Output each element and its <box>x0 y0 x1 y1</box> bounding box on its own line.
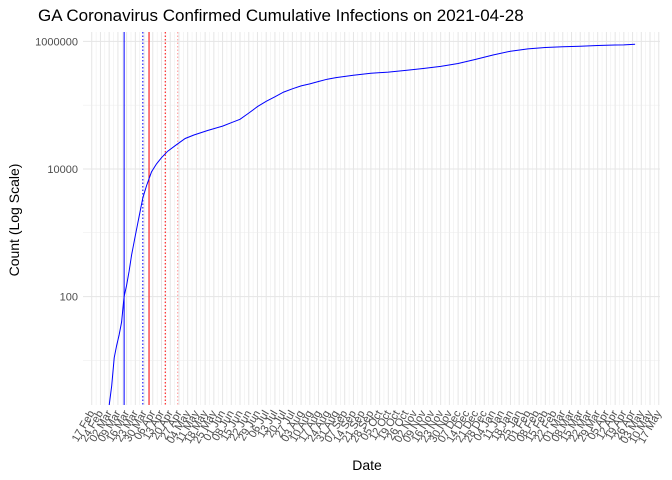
y-axis-title: Count (Log Scale) <box>6 164 22 277</box>
y-tick-label: 10000 <box>47 164 78 176</box>
y-tick-label: 1000000 <box>35 36 78 48</box>
series-layer <box>108 43 636 406</box>
y-tick-label: 100 <box>60 292 78 304</box>
series-line <box>108 43 636 406</box>
x-axis-title: Date <box>352 457 382 473</box>
chart-title: GA Coronavirus Confirmed Cumulative Infe… <box>38 6 524 25</box>
reference-lines <box>123 32 179 405</box>
grid <box>83 32 660 405</box>
y-axis-ticks: 100 10000 1000000 <box>35 36 78 303</box>
